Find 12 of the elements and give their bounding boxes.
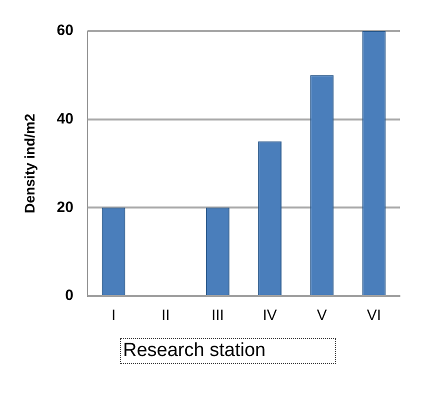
y-tick-label: 60 [56,22,74,40]
x-tick-label: II [161,307,170,324]
x-tick-label: IV [262,307,277,324]
x-tick-label: III [211,307,224,324]
y-tick-label: 20 [56,198,74,216]
y-tick-label: 0 [65,287,74,304]
x-tick-label: VI [366,307,382,324]
y-axis-title: Density ind/m2 [21,114,38,214]
x-tick-label: I [111,307,116,324]
x-axis-title: Research station [120,338,336,364]
x-tick-label: V [316,307,327,324]
y-tick-label: 40 [56,110,74,128]
